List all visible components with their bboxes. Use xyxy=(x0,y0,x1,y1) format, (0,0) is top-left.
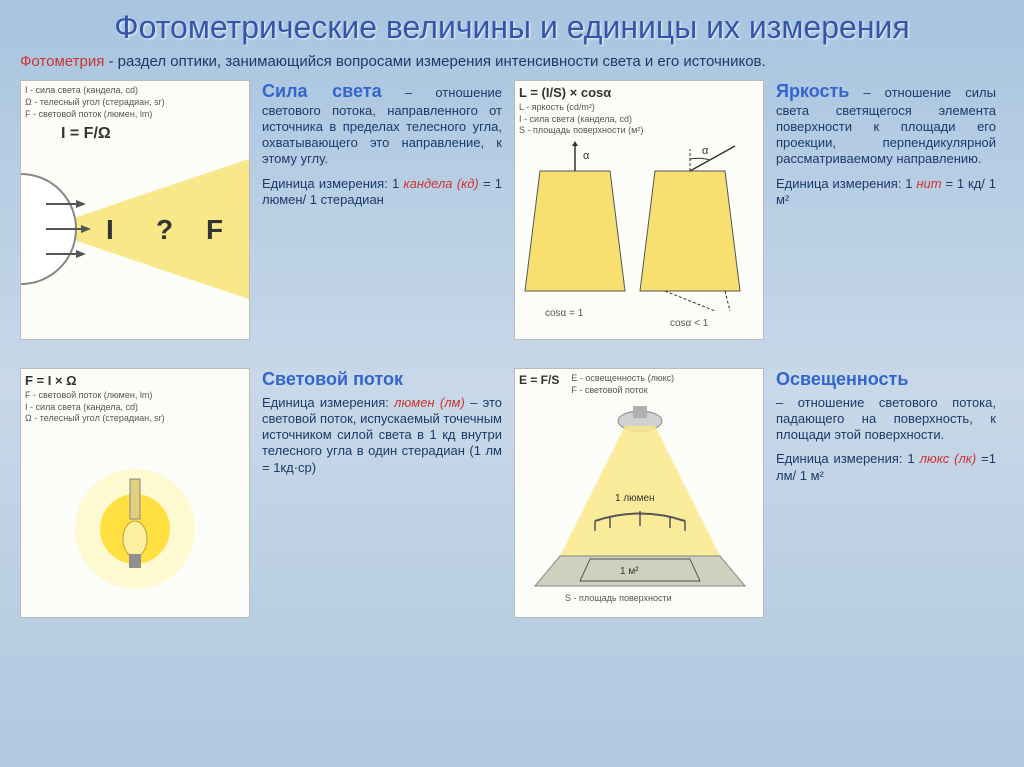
li-title: Сила света xyxy=(262,81,382,101)
flux-l1: F - световой поток (люмен, lm) xyxy=(25,390,245,402)
intro-highlight: Фотометрия xyxy=(20,53,104,70)
flux-diagram-cell: F = I × Ω F - световой поток (люмен, lm)… xyxy=(20,368,250,668)
ill-labels: E = F/S E - освещенность (люкс) F - свет… xyxy=(515,369,763,400)
flux-title: Световой поток xyxy=(262,368,502,391)
intro: Фотометрия - раздел оптики, занимающийся… xyxy=(20,53,1004,70)
flux-body-pre: Единица измерения: xyxy=(262,395,394,410)
br-labels: L = (I/S) × cosα L - яркость (cd/m²) I -… xyxy=(515,81,763,141)
flux-formula: F = I × Ω xyxy=(25,373,245,390)
svg-text:α: α xyxy=(583,150,590,162)
luminous-intensity-diagram: I - сила света (кандела, cd) Ω - телесны… xyxy=(20,80,250,340)
ill-l2: F - световой поток xyxy=(571,385,674,397)
flux-labels: F = I × Ω F - световой поток (люмен, lm)… xyxy=(21,369,249,429)
li-formula: I = F/Ω xyxy=(21,124,249,144)
svg-text:cosα < 1: cosα < 1 xyxy=(670,318,709,329)
illuminance-diagram-cell: E = F/S E - освещенность (люкс) F - свет… xyxy=(514,368,764,668)
svg-text:α: α xyxy=(702,145,709,157)
bulb-beam-icon: I ? F xyxy=(21,144,249,314)
br-formula: L = (I/S) × cosα xyxy=(519,85,759,102)
ill-l1: E - освещенность (люкс) xyxy=(571,373,674,385)
li-diagram-labels: I - сила света (кандела, cd) Ω - телесны… xyxy=(21,81,249,124)
content-grid: I - сила света (кандела, cd) Ω - телесны… xyxy=(20,80,1004,668)
intro-text: - раздел оптики, занимающийся вопросами … xyxy=(104,53,765,70)
ill-unit-term: люкс (лк) xyxy=(920,451,977,466)
li-label-1: I - сила света (кандела, cd) xyxy=(25,85,245,97)
br-title: Яркость xyxy=(776,81,849,101)
li-label-3: F - световой поток (люмен, lm) xyxy=(25,109,245,121)
illuminance-text: Освещенность – отношение светового поток… xyxy=(776,368,996,668)
lamp-cone-icon: 1 люмен 1 м² S - площадь поверхности xyxy=(515,401,763,611)
br-l1: L - яркость (cd/m²) xyxy=(519,102,759,114)
li-unit-term: кандела (кд) xyxy=(403,176,478,191)
flux-l3: Ω - телесный угол (стерадиан, sr) xyxy=(25,413,245,425)
flux-l2: I - сила света (кандела, cd) xyxy=(25,402,245,414)
trapezoid-icon: α α cosα = 1 cosα < 1 xyxy=(515,141,763,331)
svg-text:S - площадь поверхности: S - площадь поверхности xyxy=(565,593,672,603)
brightness-diagram-cell: L = (I/S) × cosα L - яркость (cd/m²) I -… xyxy=(514,80,764,360)
svg-text:cosα = 1: cosα = 1 xyxy=(545,308,584,319)
luminous-intensity-text: Сила света – отношение светового потока,… xyxy=(262,80,502,360)
glowing-bulb-icon xyxy=(21,429,249,609)
br-unit-label: Единица измерения: 1 xyxy=(776,176,916,191)
luminous-intensity-diagram-cell: I - сила света (кандела, cd) Ω - телесны… xyxy=(20,80,250,360)
flux-unit-term: люмен (лм) xyxy=(394,395,465,410)
svg-text:I: I xyxy=(106,214,114,245)
page-title: Фотометрические величины и единицы их из… xyxy=(20,10,1004,45)
illuminance-diagram: E = F/S E - освещенность (люкс) F - свет… xyxy=(514,368,764,618)
br-unit-term: нит xyxy=(916,176,941,191)
ill-body: – отношение светового потока, падающего … xyxy=(776,395,996,443)
flux-diagram: F = I × Ω F - световой поток (люмен, lm)… xyxy=(20,368,250,618)
br-l3: S - площадь поверхности (м²) xyxy=(519,125,759,137)
brightness-text: Яркость – отношение силы света светящего… xyxy=(776,80,996,360)
ill-title: Освещенность xyxy=(776,368,996,391)
br-l2: I - сила света (кандела, cd) xyxy=(519,114,759,126)
svg-text:?: ? xyxy=(156,214,173,245)
ill-unit: Единица измерения: 1 люкс (лк) =1 лм/ 1 … xyxy=(776,451,996,484)
li-unit-label: Единица измерения: 1 xyxy=(262,176,403,191)
li-label-2: Ω - телесный угол (стерадиан, sr) xyxy=(25,97,245,109)
svg-text:F: F xyxy=(206,214,223,245)
svg-text:1 люмен: 1 люмен xyxy=(615,493,655,504)
svg-text:1 м²: 1 м² xyxy=(620,566,639,577)
flux-text: Световой поток Единица измерения: люмен … xyxy=(262,368,502,668)
brightness-diagram: L = (I/S) × cosα L - яркость (cd/m²) I -… xyxy=(514,80,764,340)
br-unit: Единица измерения: 1 нит = 1 кд/ 1 м² xyxy=(776,176,996,209)
ill-formula: E = F/S xyxy=(519,373,559,396)
li-unit: Единица измерения: 1 кандела (кд) = 1 лю… xyxy=(262,176,502,209)
ill-unit-label: Единица измерения: 1 xyxy=(776,451,920,466)
